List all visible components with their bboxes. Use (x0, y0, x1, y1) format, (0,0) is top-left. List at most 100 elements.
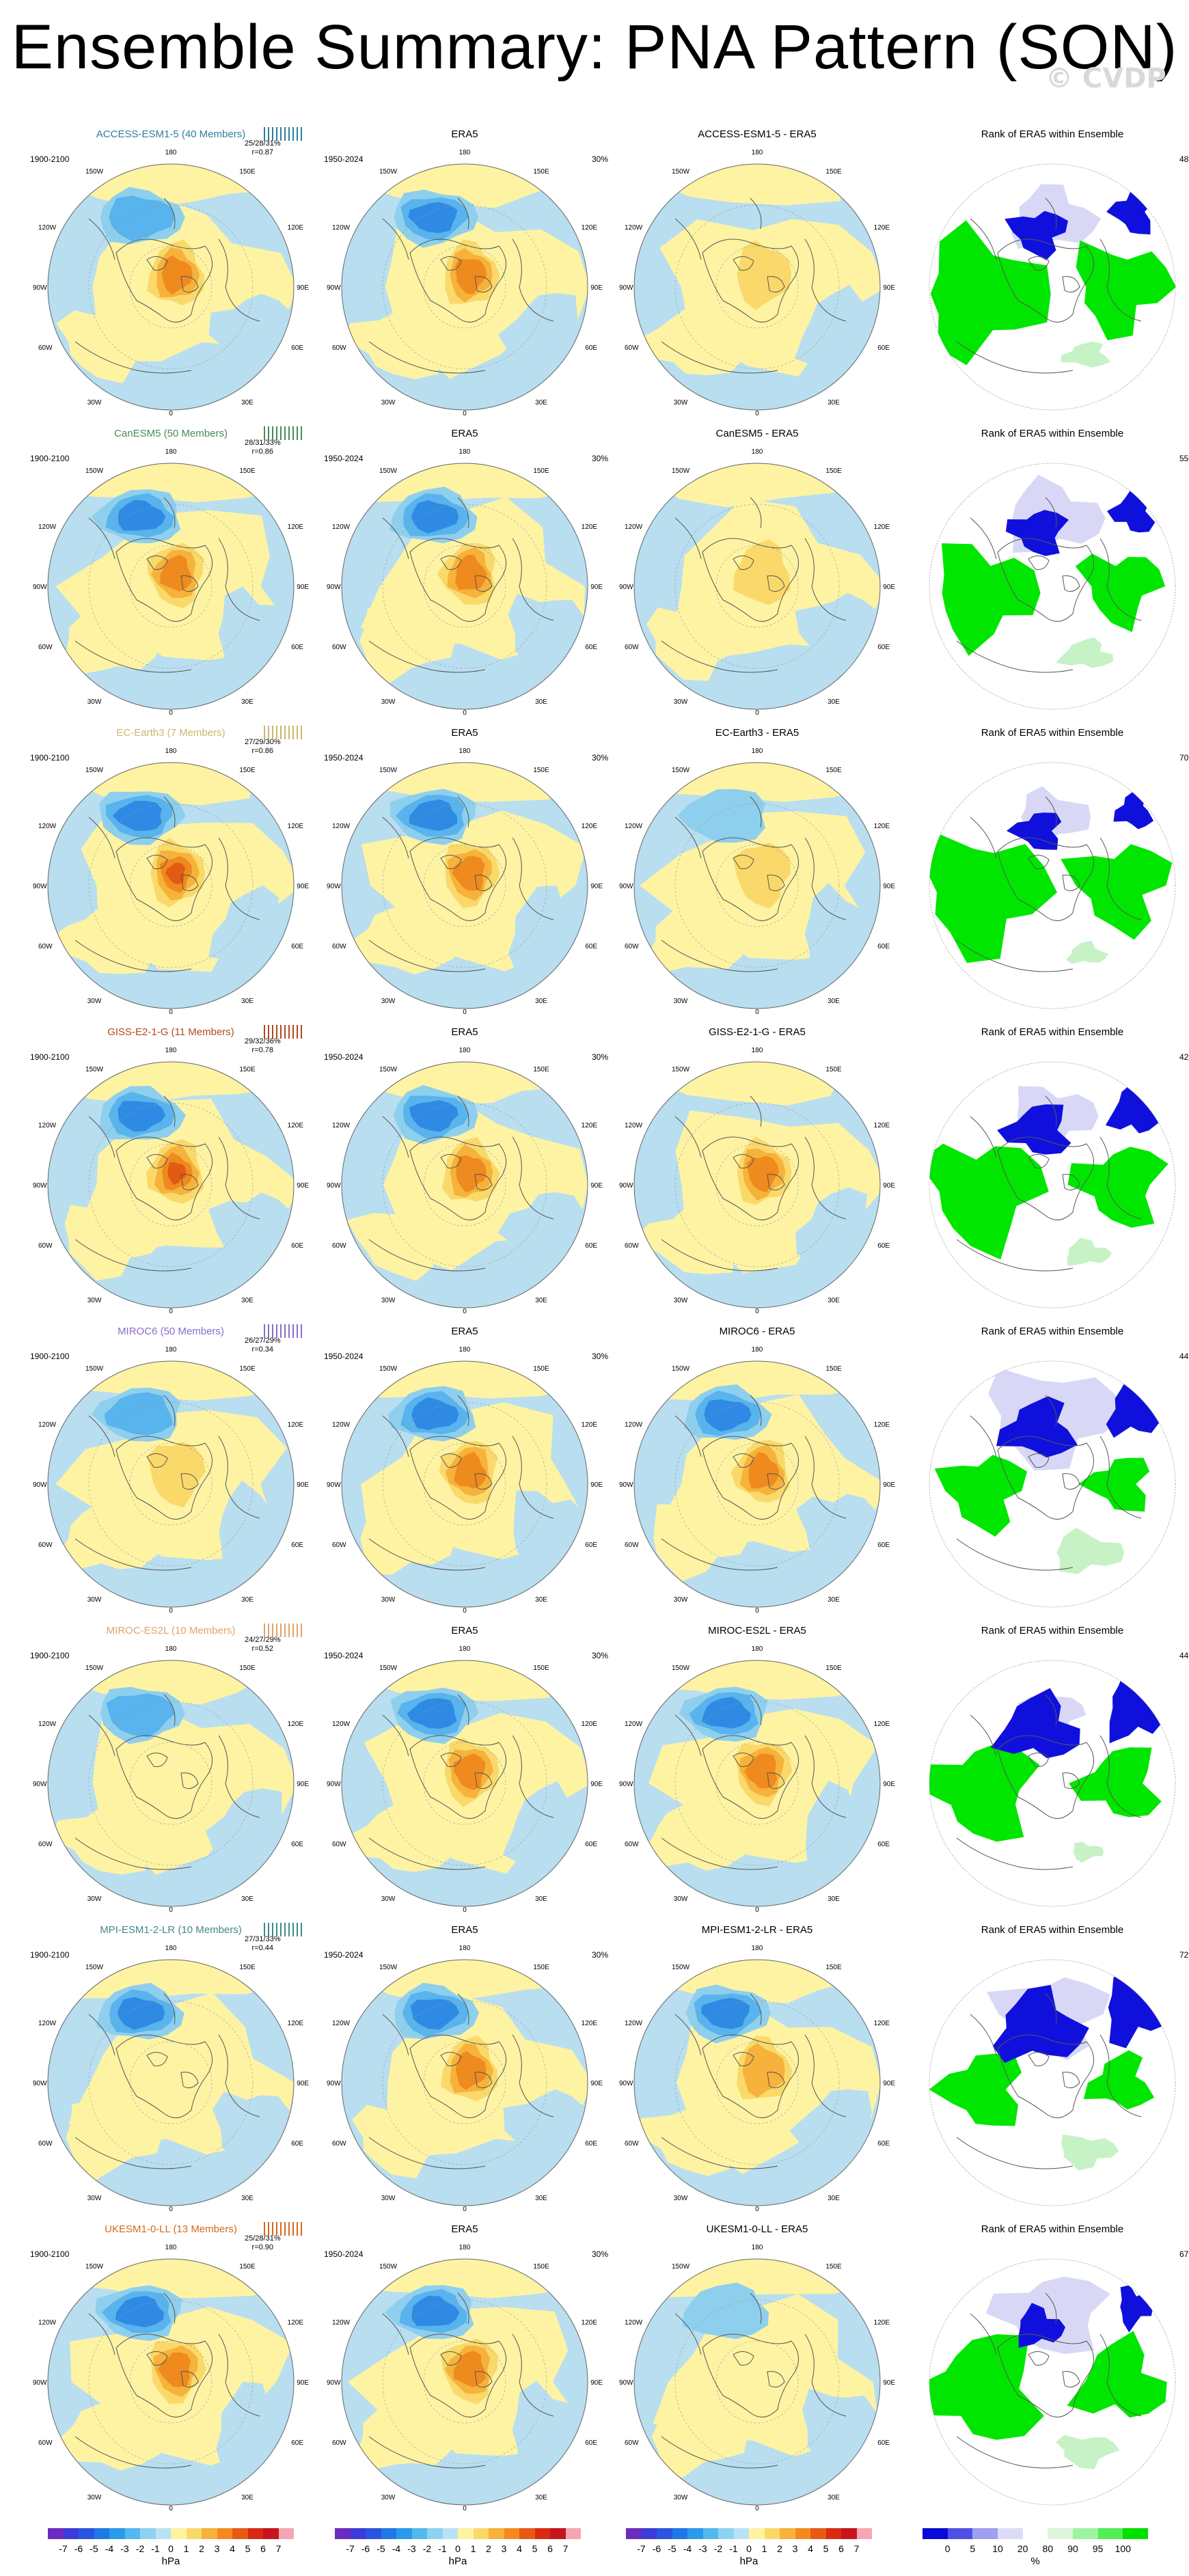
coastline (180, 276, 199, 293)
colorbar-tick-label: 2 (199, 2543, 204, 2554)
coastline (368, 2137, 486, 2169)
coastline (674, 218, 702, 260)
map-boundary (929, 762, 1176, 1009)
longitude-label: 150E (825, 467, 842, 475)
coastline (804, 837, 847, 920)
longitude-label: 30E (828, 2494, 840, 2502)
colorbar-tick-label: 7 (275, 2543, 282, 2554)
longitude-label: 150W (379, 467, 398, 475)
obs-period: 1950-2024 (324, 454, 364, 463)
longitude-label: 120E (874, 1122, 890, 1129)
rank-field (929, 763, 1175, 1009)
longitude-label: 0 (463, 709, 467, 716)
positive-region (640, 1796, 748, 1871)
map-svg: 180 150W 150E 120W 120E 90W 90E 60W 60E 30W 30E 0 (619, 748, 895, 1015)
coastline (457, 1993, 469, 2025)
rank-lightgreen-region (1067, 1237, 1112, 1266)
coastline (74, 1239, 192, 1272)
longitude-label: 120E (288, 1721, 304, 1728)
coastline (997, 1436, 1094, 1520)
longitude-label: 30E (241, 998, 254, 1005)
longitude-label: 60E (291, 644, 303, 651)
coastline (997, 1136, 1094, 1220)
coastline (409, 1735, 506, 1819)
longitude-label: 60E (291, 943, 303, 950)
map-svg (929, 163, 1176, 411)
coastline (804, 2034, 847, 2118)
coastline (180, 575, 199, 592)
watermark: © CVDP (1046, 63, 1166, 94)
positive-contour (453, 1753, 486, 1790)
longitude-label: 30W (674, 2494, 688, 2502)
colorbar-tick-label: -1 (151, 2543, 160, 2554)
longitude-label: 150W (672, 168, 690, 176)
latitude-circle (423, 2041, 506, 2124)
positive-region (634, 307, 744, 376)
coastline (180, 1473, 199, 1490)
colorbar-tick-label: 90 (1067, 2543, 1078, 2554)
positive-contour (748, 1451, 780, 1489)
positive-contour (455, 554, 487, 590)
colorbar-cell (718, 2528, 734, 2539)
coastline (1099, 2333, 1142, 2417)
coastline (74, 2436, 192, 2469)
coastline (661, 640, 778, 673)
map-boundary (47, 2258, 295, 2506)
member-bar (264, 1324, 265, 1338)
coastline (1028, 556, 1050, 570)
colorbar-cell (810, 2528, 826, 2539)
rank-panel-title: Rank of ERA5 within Ensemble (981, 1326, 1124, 1337)
member-bar (264, 726, 265, 739)
colorbar-tick-label: 4 (808, 2543, 813, 2554)
model-stats: 26/27/29% r=0.34 (245, 1337, 281, 1354)
coastline (733, 2052, 754, 2066)
coastline (674, 1415, 702, 1457)
longitude-label: 30E (828, 1297, 840, 1304)
map-svg (929, 463, 1176, 710)
longitude-label: 90E (297, 883, 309, 890)
longitude-label: 30E (535, 1596, 547, 1604)
coastline (1062, 2371, 1080, 2388)
coastline (409, 2034, 506, 2118)
map-svg: 180 150W 150E 120W 120E 90W 90E 60W 60E 30W 30E 0 (327, 1645, 603, 1913)
longitude-label: 150W (85, 1066, 104, 1073)
latitude-circle (129, 1442, 213, 1526)
longitude-label: 0 (755, 410, 759, 417)
longitude-label: 120W (625, 823, 643, 830)
longitude-label: 30E (535, 399, 547, 407)
longitude-label: 0 (755, 2206, 759, 2212)
map-svg: 180 150W 150E 120W 120E 90W 90E 60W 60E 30W 30E 0 (33, 748, 309, 1015)
longitude-label: 30W (674, 698, 688, 706)
positive-region (653, 1504, 750, 1582)
colorbar-tick-label: -5 (377, 2543, 385, 2554)
coastline (163, 1395, 176, 1427)
negative-contour (411, 1397, 459, 1430)
rank-green-region (1067, 2331, 1167, 2418)
longitude-label: 0 (169, 1906, 173, 1913)
longitude-label: 90E (297, 284, 309, 292)
longitude-label: 150W (672, 767, 690, 774)
longitude-label: 150E (533, 1664, 549, 1672)
colorbar-cell (672, 2528, 687, 2539)
rank-panel-title: Rank of ERA5 within Ensemble (981, 1924, 1124, 1936)
coastline (88, 218, 115, 260)
member-bar (284, 127, 286, 141)
longitude-label: 90E (590, 883, 603, 890)
coastline (368, 341, 486, 374)
obs-field (342, 1960, 588, 2206)
member-bar (272, 127, 273, 141)
coastline (1045, 197, 1057, 230)
model-period: 1900-2100 (30, 1651, 70, 1660)
longitude-label: 180 (752, 448, 763, 456)
colorbar-cell (972, 2528, 998, 2539)
map-svg: 180 150W 150E 120W 120E 90W 90E 60W 60E 30W 30E 0 (619, 2244, 895, 2512)
longitude-label: 120E (288, 823, 304, 830)
longitude-label: 150W (672, 1664, 690, 1672)
colorbar-cell (550, 2528, 566, 2539)
longitude-label: 60E (291, 2140, 303, 2148)
map-boundary (341, 163, 588, 411)
rank-lightgreen-region (1061, 2134, 1119, 2171)
colorbar-tick-label: 0 (168, 2543, 174, 2554)
longitude-label: 0 (169, 709, 173, 716)
colorbar-cell (63, 2528, 79, 2539)
